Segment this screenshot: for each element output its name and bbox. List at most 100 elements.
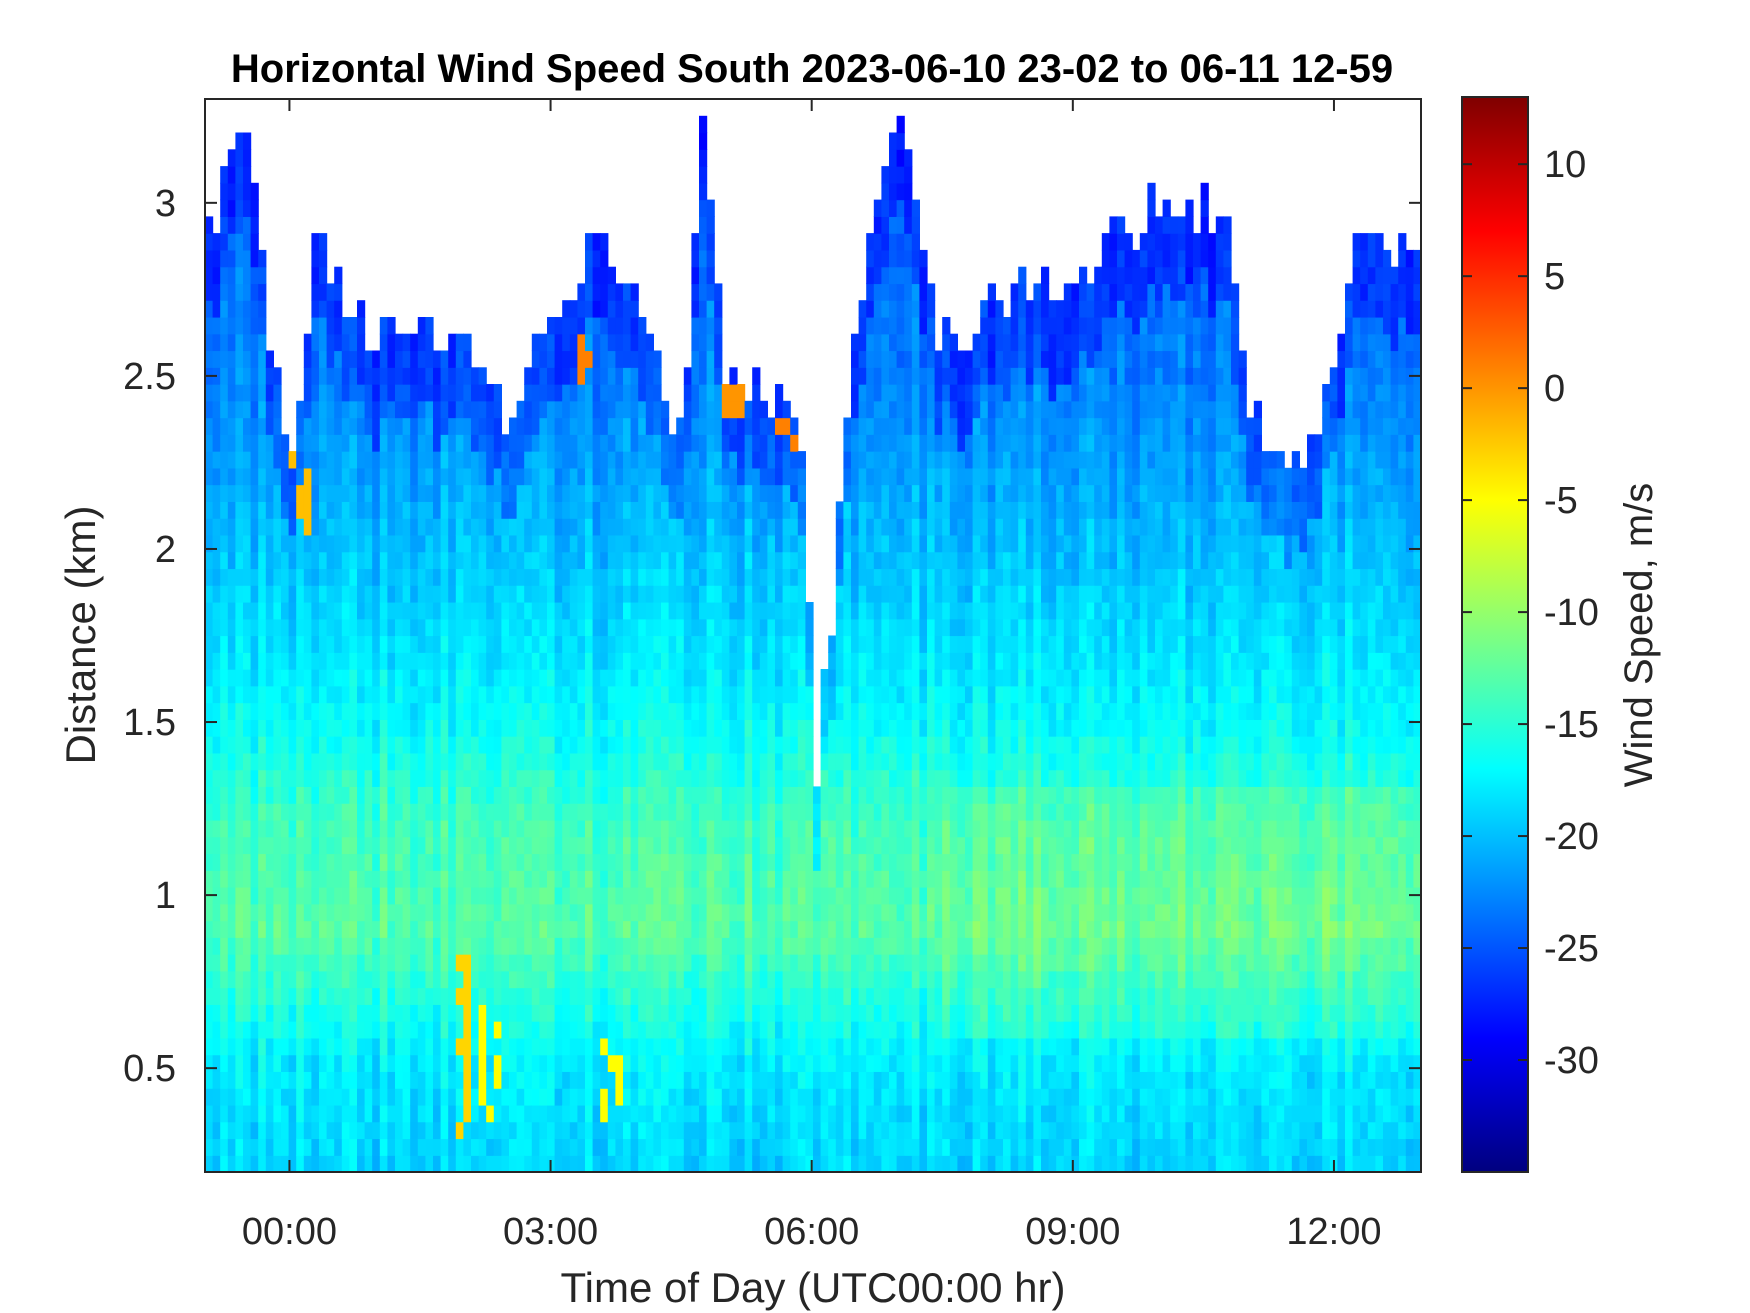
heatmap-cell (942, 317, 951, 335)
heatmap-cell (858, 1104, 867, 1123)
heatmap-cell (364, 400, 373, 419)
heatmap-cell (516, 836, 525, 855)
heatmap-cell (797, 803, 806, 821)
heatmap-cell (440, 769, 449, 787)
heatmap-cell (942, 518, 951, 536)
heatmap-cell (600, 736, 609, 754)
heatmap-cell (775, 434, 784, 452)
heatmap-cell (904, 317, 913, 335)
heatmap-cell (387, 367, 396, 385)
heatmap-cell (455, 669, 464, 687)
heatmap-cell (417, 819, 426, 838)
heatmap-cell (600, 1004, 609, 1022)
heatmap-cell (509, 585, 518, 603)
heatmap-cell (212, 669, 221, 687)
heatmap-cell (585, 451, 594, 469)
heatmap-cell (873, 216, 882, 234)
heatmap-cell (911, 803, 920, 821)
heatmap-cell (714, 585, 723, 603)
heatmap-cell (683, 1138, 692, 1156)
heatmap-cell (866, 719, 875, 737)
heatmap-cell (562, 954, 571, 972)
heatmap-cell (706, 199, 715, 217)
heatmap-cell (600, 501, 609, 519)
heatmap-cell (387, 451, 396, 469)
heatmap-cell (471, 1155, 480, 1172)
heatmap-cell (790, 987, 799, 1005)
heatmap-cell (638, 1121, 647, 1140)
heatmap-cell (311, 501, 320, 519)
heatmap-cell (273, 987, 282, 1005)
heatmap-cell (600, 467, 609, 486)
heatmap-cell (334, 350, 343, 368)
heatmap-cell (349, 769, 358, 787)
heatmap-cell (372, 635, 381, 653)
heatmap-cell (881, 1054, 890, 1072)
heatmap-cell (714, 367, 723, 385)
heatmap-cell (547, 786, 556, 804)
heatmap-cell (220, 434, 229, 452)
heatmap-cell (379, 551, 388, 570)
heatmap-cell (919, 736, 928, 754)
heatmap-cell (623, 618, 632, 637)
heatmap-cell (729, 602, 738, 620)
heatmap-cell (676, 652, 685, 670)
heatmap-cell (334, 602, 343, 620)
heatmap-cell (227, 752, 236, 771)
heatmap-cell (531, 534, 540, 553)
heatmap-cell (311, 585, 320, 603)
heatmap-cell (220, 887, 229, 905)
heatmap-cell (592, 685, 601, 704)
heatmap-cell (364, 836, 373, 855)
heatmap-cell (706, 300, 715, 318)
heatmap-cell (455, 954, 464, 972)
heatmap-cell (341, 870, 350, 888)
heatmap-cell (357, 803, 366, 821)
heatmap-cell (714, 685, 723, 704)
heatmap-cell (592, 819, 601, 838)
heatmap-cell (547, 836, 556, 855)
heatmap-cell (303, 1071, 312, 1089)
heatmap-cell (288, 987, 297, 1005)
heatmap-cell (273, 1054, 282, 1072)
heatmap-cell (653, 367, 662, 385)
heatmap-cell (250, 484, 259, 502)
heatmap-cell (638, 1054, 647, 1072)
heatmap-cell (706, 635, 715, 653)
heatmap-cell (258, 434, 267, 452)
heatmap-cell (889, 652, 898, 670)
heatmap-cell (220, 635, 229, 653)
heatmap-cell (220, 803, 229, 821)
heatmap-cell (554, 1004, 563, 1022)
heatmap-cell (524, 702, 533, 720)
heatmap-cell (509, 736, 518, 754)
heatmap-cell (478, 937, 487, 955)
heatmap-cell (744, 484, 753, 502)
heatmap-cell (873, 585, 882, 603)
heatmap-cell (288, 769, 297, 787)
heatmap-cell (843, 1121, 852, 1140)
heatmap-cell (410, 467, 419, 486)
heatmap-cell (919, 1104, 928, 1123)
heatmap-cell (425, 652, 434, 670)
heatmap-cell (387, 702, 396, 720)
heatmap-cell (296, 920, 305, 938)
heatmap-cell (425, 719, 434, 737)
heatmap-cell (531, 484, 540, 502)
heatmap-cell (759, 937, 768, 955)
heatmap-cell (676, 618, 685, 637)
heatmap-cell (212, 1071, 221, 1089)
heatmap-cell (395, 635, 404, 653)
heatmap-cell (486, 618, 495, 637)
heatmap-cell (357, 300, 366, 318)
heatmap-cell (835, 870, 844, 888)
heatmap-cell (349, 618, 358, 637)
heatmap-cell (721, 1104, 730, 1123)
heatmap-cell (623, 317, 632, 335)
heatmap-cell (569, 736, 578, 754)
heatmap-cell (607, 803, 616, 821)
heatmap-cell (205, 685, 214, 704)
heatmap-cell (873, 467, 882, 486)
heatmap-cell (668, 1155, 677, 1172)
heatmap-cell (858, 819, 867, 838)
